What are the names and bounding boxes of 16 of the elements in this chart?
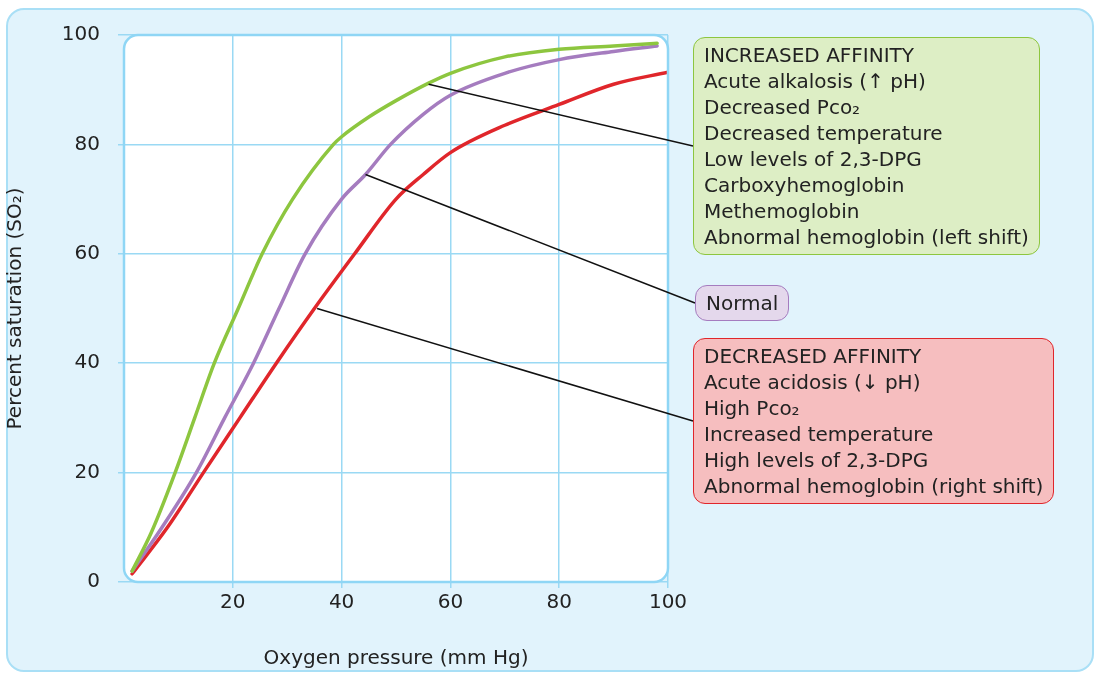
x-tick-label: 60 (437, 589, 464, 614)
annotation: DECREASED AFFINITY Acute acidosis (↓ pH) High Pco₂ Increased temperature High levels of 2,3-DPG Abnormal hemoglobin (right shift) (693, 338, 1055, 504)
y-tick-label: 80 (74, 130, 100, 155)
y-tick-label: 60 (74, 240, 100, 264)
y-tick-label: 100 (61, 21, 100, 46)
y-axis-title: Percent saturation (SO₂) (2, 187, 27, 430)
x-tick-label: 100 (648, 589, 688, 614)
y-tick-label: 40 (74, 349, 100, 374)
x-tick-label: 40 (328, 589, 355, 614)
y-tick-label: 0 (87, 568, 100, 593)
x-tick-label: 20 (220, 589, 246, 614)
y-tick-label: 20 (74, 458, 100, 483)
x-axis-title: Oxygen pressure (mm Hg) (263, 645, 529, 670)
annotation: Normal (695, 285, 790, 321)
annotation: INCREASED AFFINITY Acute alkalosis (↑ pH) Decreased Pco₂ Decreased temperature Low levels of 2,3-DPG Carboxyhemoglobin Methemoglobin Abnormal hemoglobin (left shift) (693, 37, 1040, 255)
x-tick-label: 80 (546, 589, 572, 614)
